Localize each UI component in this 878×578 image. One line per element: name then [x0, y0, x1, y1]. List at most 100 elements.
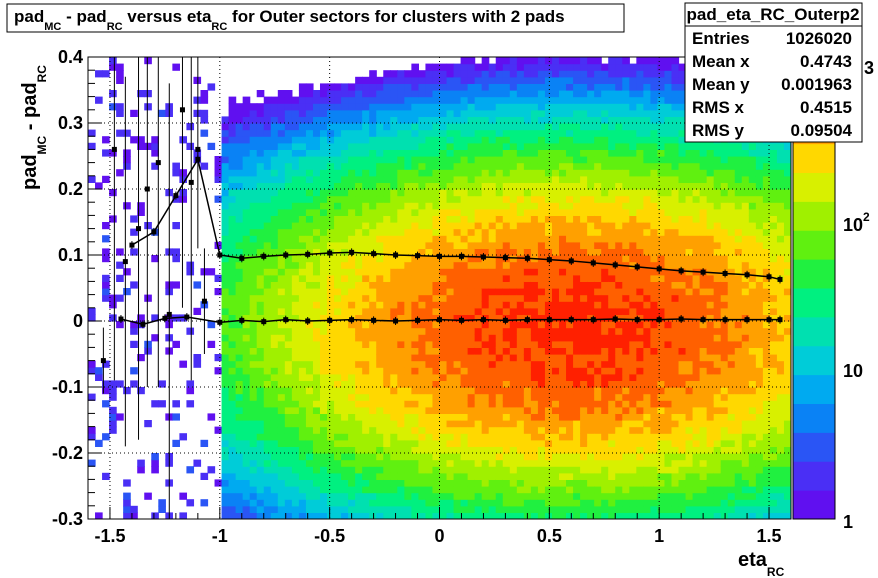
heatmap-cell [404, 255, 412, 263]
heatmap-cell [706, 182, 715, 190]
heatmap-cell [404, 334, 412, 342]
heatmap-cell [692, 426, 701, 434]
heatmap-cell [418, 70, 427, 78]
heatmap-cell [319, 248, 328, 256]
heatmap-cell [439, 261, 448, 269]
heatmap-cell [615, 136, 623, 144]
heatmap-cell [298, 268, 307, 276]
heatmap-cell [123, 387, 131, 395]
heatmap-cell [474, 129, 483, 137]
heatmap-cell [692, 486, 701, 494]
heatmap-cell [432, 387, 441, 395]
heatmap-cell [537, 57, 546, 65]
heatmap-cell [537, 347, 546, 355]
heatmap-cell [488, 123, 497, 131]
heatmap-cell [355, 261, 363, 269]
heatmap-cell [629, 90, 637, 98]
heatmap-cell [516, 479, 525, 487]
heatmap-cell [481, 301, 490, 309]
heatmap-cell [509, 228, 518, 236]
heatmap-cell [383, 261, 391, 269]
heatmap-cell [327, 235, 335, 243]
heatmap-cell [186, 387, 195, 395]
heatmap-cell [615, 512, 623, 519]
heatmap-cell [355, 182, 363, 190]
heatmap-cell [256, 274, 265, 282]
heatmap-cell [256, 406, 265, 414]
heatmap-cell [537, 426, 546, 434]
heatmap-cell [383, 426, 391, 434]
heatmap-cell [573, 175, 581, 183]
heatmap-cell [488, 189, 497, 197]
heatmap-cell [699, 288, 708, 296]
heatmap-cell [699, 222, 708, 230]
heatmap-cell [397, 373, 405, 381]
heatmap-cell [397, 486, 405, 494]
heatmap-cell [495, 241, 504, 249]
heatmap-cell [587, 420, 595, 428]
heatmap-cell [706, 235, 715, 243]
heatmap-cell [221, 426, 230, 434]
heatmap-cell [453, 321, 462, 329]
heatmap-cell [608, 189, 616, 197]
heatmap-cell [509, 486, 518, 494]
heatmap-cell [523, 103, 532, 111]
heatmap-cell [580, 327, 588, 335]
heatmap-cell [580, 63, 588, 71]
heatmap-cell [643, 499, 651, 507]
heatmap-cell [425, 439, 434, 447]
heatmap-cell [144, 90, 152, 98]
heatmap-cell [256, 215, 265, 223]
heatmap-cell [228, 281, 237, 289]
heatmap-cell [341, 255, 349, 263]
heatmap-cell [509, 479, 518, 487]
heatmap-cell [559, 156, 567, 164]
heatmap-cell [453, 307, 462, 315]
heatmap-cell [608, 439, 616, 447]
heatmap-cell [650, 499, 659, 507]
heatmap-cell [277, 453, 286, 461]
heatmap-cell [629, 288, 637, 296]
heatmap-cell [699, 334, 708, 342]
heatmap-cell [629, 142, 637, 150]
heatmap-cell [411, 321, 420, 329]
heatmap-cell [537, 274, 546, 282]
heatmap-cell [559, 90, 567, 98]
heatmap-cell [587, 63, 595, 71]
heatmap-cell [474, 195, 483, 203]
heatmap-cell [643, 162, 651, 170]
heatmap-cell [298, 109, 307, 117]
heatmap-cell [284, 486, 293, 494]
heatmap-cell [516, 274, 525, 282]
heatmap-cell [467, 512, 476, 519]
heatmap-cell [509, 301, 518, 309]
heatmap-cell [341, 241, 349, 249]
heatmap-cell [249, 274, 258, 282]
heatmap-cell [580, 387, 588, 395]
heatmap-cell [573, 57, 581, 65]
heatmap-cell [319, 321, 328, 329]
heatmap-cell [580, 136, 588, 144]
heatmap-cell [355, 268, 363, 276]
heatmap-cell [312, 169, 321, 177]
heatmap-cell [488, 248, 497, 256]
heatmap-cell [706, 307, 715, 315]
heatmap-cell [664, 57, 673, 65]
heatmap-cell [559, 142, 567, 150]
heatmap-cell [235, 208, 244, 216]
heatmap-cell [256, 261, 265, 269]
heatmap-cell [404, 169, 412, 177]
heatmap-cell [516, 400, 525, 408]
heatmap-cell [172, 413, 180, 421]
heatmap-cell [523, 90, 532, 98]
heatmap-cell [481, 420, 490, 428]
heatmap-cell [348, 301, 356, 309]
heatmap-cell [158, 109, 166, 117]
heatmap-cell [622, 512, 630, 519]
heatmap-cell [650, 83, 659, 91]
heatmap-cell [411, 453, 420, 461]
heatmap-cell [594, 268, 602, 276]
heatmap-cell [453, 90, 462, 98]
heatmap-cell [530, 420, 539, 428]
heatmap-cell [249, 162, 258, 170]
